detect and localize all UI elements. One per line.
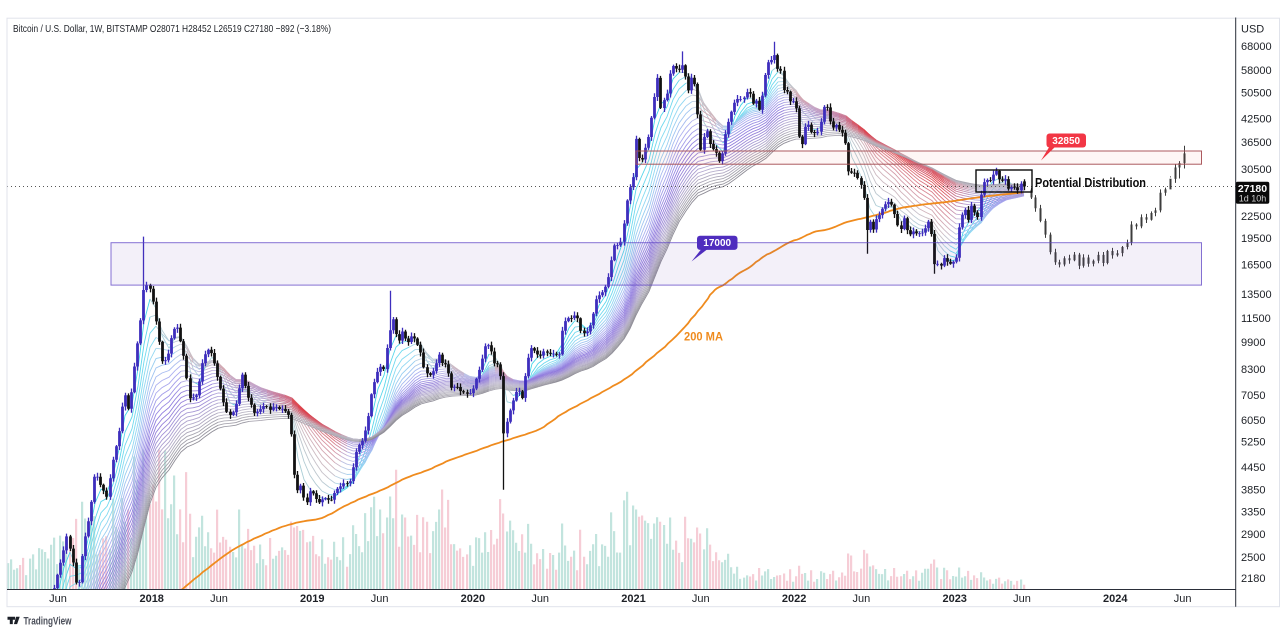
svg-text:Jun: Jun (531, 593, 549, 605)
svg-text:68000: 68000 (1241, 41, 1272, 53)
svg-text:2020: 2020 (461, 593, 485, 605)
svg-text:Jun: Jun (853, 593, 871, 605)
svg-text:16500: 16500 (1241, 259, 1272, 271)
svg-text:Potential Distribution: Potential Distribution (1035, 175, 1146, 190)
svg-text:Jun: Jun (49, 593, 67, 605)
svg-text:7050: 7050 (1241, 390, 1265, 402)
svg-text:58000: 58000 (1241, 65, 1272, 77)
svg-text:2022: 2022 (782, 593, 806, 605)
svg-text:2018: 2018 (139, 593, 163, 605)
svg-text:27180: 27180 (1238, 183, 1267, 195)
svg-text:Jun: Jun (692, 593, 710, 605)
svg-text:30500: 30500 (1241, 164, 1272, 176)
svg-text:42500: 42500 (1241, 113, 1272, 125)
svg-text:Bitcoin / U.S. Dollar, 1W, BIT: Bitcoin / U.S. Dollar, 1W, BITSTAMP O280… (13, 23, 331, 35)
svg-text:13500: 13500 (1241, 289, 1272, 301)
svg-text:Jun: Jun (371, 593, 389, 605)
svg-text:Jun: Jun (210, 593, 228, 605)
svg-text:36500: 36500 (1241, 137, 1272, 149)
svg-text:200 MA: 200 MA (684, 332, 723, 344)
svg-text:9900: 9900 (1241, 337, 1265, 349)
svg-text:2500: 2500 (1241, 552, 1265, 564)
svg-text:1d 10h: 1d 10h (1239, 193, 1267, 203)
svg-text:2024: 2024 (1103, 593, 1128, 605)
svg-text:USD: USD (1241, 23, 1264, 35)
svg-text:4450: 4450 (1241, 462, 1265, 474)
svg-text:32850: 32850 (1052, 136, 1080, 147)
svg-text:8300: 8300 (1241, 364, 1265, 376)
svg-text:2023: 2023 (942, 593, 966, 605)
svg-text:19500: 19500 (1241, 233, 1272, 245)
svg-text:2900: 2900 (1241, 529, 1265, 541)
svg-text:2019: 2019 (300, 593, 324, 605)
svg-text:Jun: Jun (1174, 593, 1192, 605)
svg-text:2180: 2180 (1241, 573, 1265, 585)
svg-text:22500: 22500 (1241, 211, 1272, 223)
svg-text:Jun: Jun (1013, 593, 1031, 605)
svg-text:3850: 3850 (1241, 484, 1265, 496)
svg-text:2021: 2021 (621, 593, 645, 605)
svg-text:5250: 5250 (1241, 436, 1265, 448)
svg-text:TradingView: TradingView (24, 616, 72, 628)
svg-text:6050: 6050 (1241, 415, 1265, 427)
svg-text:11500: 11500 (1241, 313, 1271, 325)
svg-text:3350: 3350 (1241, 506, 1265, 518)
svg-text:17000: 17000 (703, 238, 731, 249)
svg-text:50500: 50500 (1241, 87, 1272, 99)
